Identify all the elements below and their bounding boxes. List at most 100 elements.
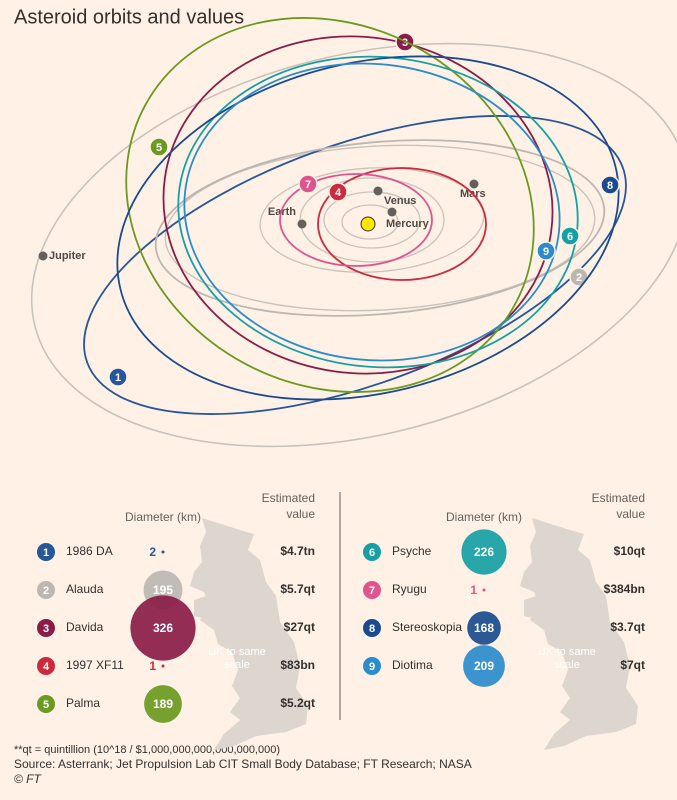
diameter-label: 195	[153, 583, 173, 597]
planet-label: Venus	[384, 195, 416, 207]
source: Source: Asterrank; Jet Propulsion Lab CI…	[14, 757, 472, 771]
orbit-marker-number: 6	[567, 231, 573, 243]
row-number: 6	[369, 547, 375, 559]
diameter-label: 326	[153, 621, 173, 635]
estimated-value: $10qt	[614, 544, 645, 558]
orbit-marker-number: 4	[335, 187, 342, 199]
planet	[387, 207, 397, 217]
orbit	[83, 115, 627, 415]
orbit	[164, 144, 596, 312]
orbit-marker	[560, 226, 580, 246]
asteroid-name: Stereoskopia	[392, 620, 462, 634]
credit: © FT	[14, 772, 43, 786]
row-number-badge	[363, 543, 381, 561]
asteroid-name: 1986 DA	[66, 544, 113, 558]
orbit	[154, 139, 606, 317]
diameter-bubble	[461, 529, 507, 575]
orbit	[259, 167, 485, 273]
diameter-label: 1	[149, 659, 156, 673]
diameter-header: Diameter (km)	[125, 510, 201, 524]
uk-silhouette	[520, 518, 638, 750]
orbit-marker-number: 5	[156, 142, 162, 154]
orbit	[341, 204, 399, 240]
orbit-marker	[298, 174, 318, 194]
orbit	[177, 55, 579, 369]
row-number: 2	[43, 585, 49, 597]
row-number-badge	[363, 657, 381, 675]
estimated-value: $83bn	[280, 658, 315, 672]
diameter-label: 2	[149, 545, 156, 559]
asteroid-name: Ryugu	[392, 582, 427, 596]
asteroid-name: Diotima	[392, 658, 433, 672]
estimated-value: $384bn	[604, 582, 645, 596]
asteroid-name: Davida	[66, 620, 104, 634]
orbit-marker-number: 3	[402, 37, 408, 49]
diameter-label: 209	[474, 659, 494, 673]
row-number-badge	[363, 619, 381, 637]
estimated-value: $5.2qt	[280, 696, 315, 710]
orbit	[30, 42, 677, 448]
orbit-marker-number: 2	[576, 272, 582, 284]
orbit-marker	[108, 367, 128, 387]
orbit	[183, 62, 561, 362]
orbit-marker-number: 8	[607, 180, 613, 192]
diameter-label: 189	[153, 697, 173, 711]
row-number-badge	[37, 581, 55, 599]
orbit	[323, 191, 421, 249]
diameter-bubble	[130, 595, 196, 661]
row-number-badge	[37, 619, 55, 637]
uk-silhouette	[190, 518, 308, 750]
row-number: 9	[369, 661, 375, 673]
orbit-marker-number: 9	[543, 246, 549, 258]
planet-label: Jupiter	[49, 250, 86, 262]
orbit	[162, 35, 554, 375]
row-number: 5	[43, 699, 49, 711]
footnote: **qt = quintillion (10^18 / $1,000,000,0…	[14, 744, 280, 756]
estimated-value: $7qt	[620, 658, 645, 672]
asteroid-name: 1997 XF11	[66, 658, 124, 672]
row-number: 4	[43, 661, 50, 673]
diameter-bubble	[144, 685, 182, 723]
planet-label: Earth	[268, 206, 296, 218]
planet	[469, 179, 479, 189]
row-number-badge	[37, 657, 55, 675]
sun	[360, 216, 376, 232]
value-header: Estimated value	[591, 491, 645, 521]
orbit-marker	[536, 241, 556, 261]
orbit	[279, 173, 433, 267]
estimated-value: $5.7qt	[280, 582, 315, 596]
uk-label: UK to same scale	[208, 646, 266, 671]
row-number-badge	[37, 543, 55, 561]
planet	[297, 219, 307, 229]
asteroid-name: Alauda	[66, 582, 104, 596]
diameter-bubble	[161, 550, 165, 554]
row-number: 3	[43, 623, 49, 635]
diameter-label: 1	[470, 583, 477, 597]
orbit	[317, 167, 487, 281]
estimated-value: $4.7tn	[280, 544, 315, 558]
estimated-value: $27qt	[284, 620, 315, 634]
diameter-bubble	[467, 611, 501, 645]
diameter-label: 226	[474, 545, 494, 559]
estimated-value: $3.7qt	[610, 620, 645, 634]
row-number: 1	[43, 547, 49, 559]
orbit	[125, 17, 535, 393]
value-header: Estimated value	[261, 491, 315, 521]
orbit-marker	[600, 175, 620, 195]
asteroid-name: Psyche	[392, 544, 432, 558]
diameter-bubble	[482, 588, 486, 592]
diameter-label: 168	[474, 621, 494, 635]
row-number: 8	[369, 623, 375, 635]
uk-label: UK to same scale	[538, 646, 596, 671]
orbit-marker	[149, 137, 169, 157]
asteroid-name: Palma	[66, 696, 100, 710]
diameter-bubble	[463, 645, 505, 687]
orbit-marker-number: 1	[115, 372, 121, 384]
planet	[38, 251, 48, 261]
diameter-header: Diameter (km)	[446, 510, 522, 524]
planet-label: Mercury	[386, 218, 430, 230]
orbit-marker	[328, 182, 348, 202]
row-number-badge	[37, 695, 55, 713]
